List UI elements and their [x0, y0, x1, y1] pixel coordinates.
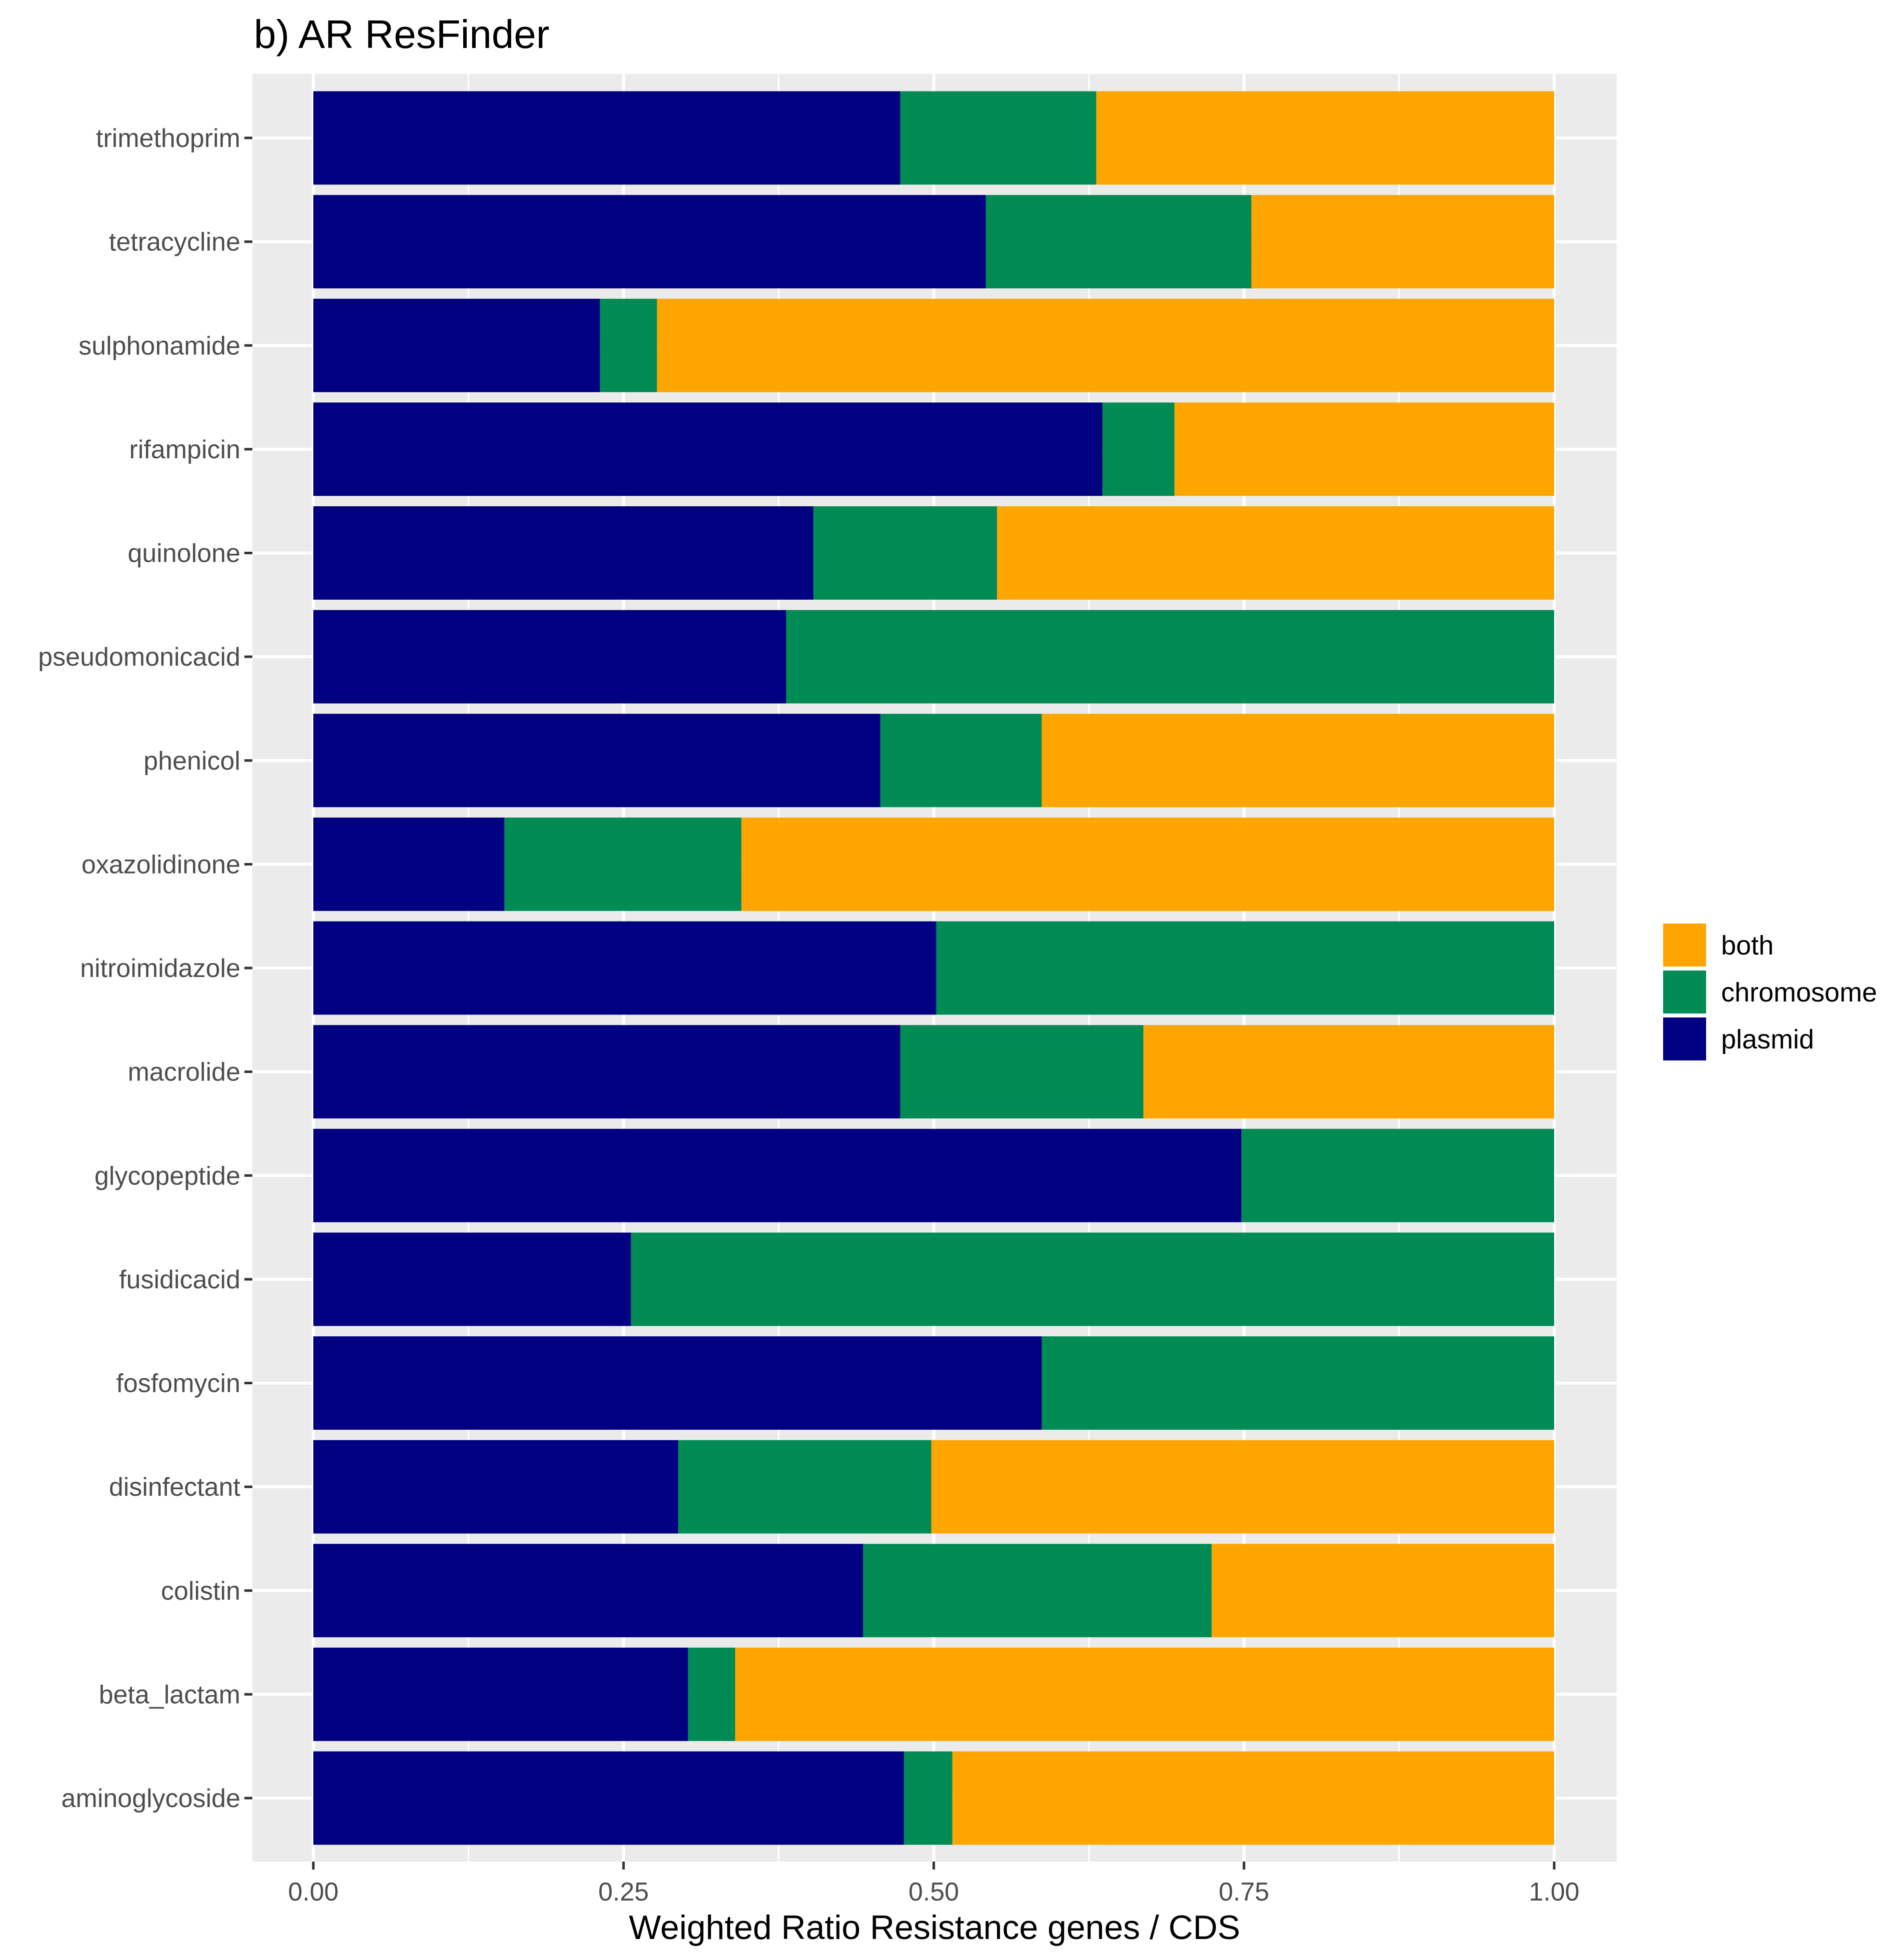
legend-key-plasmid	[1663, 1017, 1706, 1060]
bar-plasmid	[313, 1751, 904, 1845]
bar-group-aminoglycoside	[313, 1751, 1554, 1845]
y-tick-label: fosfomycin	[116, 1369, 240, 1398]
bar-chromosome	[631, 1232, 1554, 1326]
x-tick-label: 0.25	[598, 1878, 649, 1907]
bar-both	[997, 506, 1554, 600]
bar-plasmid	[313, 1544, 863, 1638]
bar-both	[657, 298, 1554, 392]
bar-both	[741, 817, 1554, 911]
y-tick-label: rifampicin	[129, 435, 241, 464]
y-tick-label: glycopeptide	[94, 1161, 240, 1190]
bar-chromosome	[904, 1751, 952, 1845]
bar-both	[1041, 714, 1554, 808]
bar-plasmid	[313, 1336, 1042, 1430]
x-axis: 0.00 0.25 0.50 0.75 1.00	[288, 1862, 1580, 1907]
bar-group-glycopeptide	[313, 1128, 1554, 1222]
bar-chromosome	[1241, 1128, 1554, 1222]
bar-group-colistin	[313, 1544, 1554, 1638]
y-tick-label: fusidicacid	[119, 1265, 240, 1294]
bar-plasmid	[313, 817, 505, 911]
bar-plasmid	[313, 1440, 679, 1534]
bar-plasmid	[313, 921, 937, 1015]
bar-both	[931, 1440, 1554, 1534]
bar-chromosome	[863, 1544, 1212, 1638]
bar-plasmid	[313, 1232, 631, 1326]
bar-group-macrolide	[313, 1025, 1554, 1119]
chart-title: b) AR ResFinder	[254, 12, 549, 56]
legend-key-both	[1663, 924, 1706, 967]
x-tick-label: 0.50	[909, 1878, 959, 1907]
y-tick-label: quinolone	[127, 539, 240, 568]
bar-group-disinfectant	[313, 1440, 1554, 1534]
bar-group-fosfomycin	[313, 1336, 1554, 1430]
bar-plasmid	[313, 195, 986, 289]
legend-label-chromosome: chromosome	[1721, 978, 1877, 1007]
bar-plasmid	[313, 610, 787, 704]
bar-both	[952, 1751, 1554, 1845]
bar-group-beta_lactam	[313, 1647, 1554, 1741]
bar-chromosome	[504, 817, 742, 911]
bar-plasmid	[313, 91, 901, 185]
bar-chromosome	[900, 1025, 1144, 1119]
bars-layer	[313, 91, 1554, 1845]
bar-plasmid	[313, 402, 1103, 496]
x-tick-label: 0.00	[288, 1878, 338, 1907]
bar-plasmid	[313, 506, 814, 600]
x-axis-title: Weighted Ratio Resistance genes / CDS	[629, 1909, 1240, 1947]
legend-label-plasmid: plasmid	[1721, 1024, 1814, 1054]
bar-chromosome	[880, 714, 1042, 808]
bar-group-sulphonamide	[313, 298, 1554, 392]
bar-plasmid	[313, 298, 600, 392]
bar-group-pseudomonicacid	[313, 610, 1554, 704]
bar-both	[1096, 91, 1554, 185]
bar-chromosome	[786, 610, 1554, 704]
y-tick-label: nitroimidazole	[80, 954, 240, 983]
y-tick-label: sulphonamide	[78, 331, 240, 360]
bar-group-phenicol	[313, 714, 1554, 808]
y-tick-label: pseudomonicacid	[38, 643, 240, 672]
bar-both	[1143, 1025, 1554, 1119]
bar-chromosome	[1041, 1336, 1554, 1430]
y-axis: trimethoprim tetracycline sulphonamide rifa…	[38, 124, 252, 1813]
bar-plasmid	[313, 1647, 688, 1741]
bar-group-rifampicin	[313, 402, 1554, 496]
bar-chromosome	[900, 91, 1096, 185]
y-tick-label: trimethoprim	[96, 124, 240, 153]
legend-label-both: both	[1721, 931, 1774, 961]
bar-plasmid	[313, 714, 881, 808]
bar-chromosome	[600, 298, 657, 392]
bar-plasmid	[313, 1025, 901, 1119]
bar-both	[1174, 402, 1554, 496]
y-tick-label: oxazolidinone	[81, 850, 240, 879]
bar-chromosome	[985, 195, 1252, 289]
x-tick-label: 0.75	[1219, 1878, 1269, 1907]
bar-chromosome	[813, 506, 997, 600]
bar-both	[1211, 1544, 1554, 1638]
bar-group-trimethoprim	[313, 91, 1554, 185]
y-tick-label: colistin	[161, 1577, 240, 1606]
bar-group-tetracycline	[313, 195, 1554, 289]
y-tick-label: tetracycline	[109, 228, 240, 257]
bar-chromosome	[936, 921, 1554, 1015]
bar-both	[735, 1647, 1554, 1741]
y-tick-label: disinfectant	[109, 1473, 241, 1502]
bar-group-oxazolidinone	[313, 817, 1554, 911]
legend-key-chromosome	[1663, 971, 1706, 1013]
bar-plasmid	[313, 1128, 1242, 1222]
y-tick-label: aminoglycoside	[61, 1784, 240, 1813]
y-tick-label: beta_lactam	[99, 1680, 240, 1709]
bar-group-nitroimidazole	[313, 921, 1554, 1015]
bar-group-fusidicacid	[313, 1232, 1554, 1326]
bar-both	[1251, 195, 1554, 289]
y-tick-label: phenicol	[143, 747, 240, 776]
legend: both chromosome plasmid	[1663, 924, 1877, 1060]
y-tick-label: macrolide	[128, 1058, 240, 1087]
bar-chromosome	[688, 1647, 736, 1741]
bar-group-quinolone	[313, 506, 1554, 600]
x-tick-label: 1.00	[1529, 1878, 1579, 1907]
bar-chromosome	[678, 1440, 932, 1534]
bar-chromosome	[1102, 402, 1175, 496]
